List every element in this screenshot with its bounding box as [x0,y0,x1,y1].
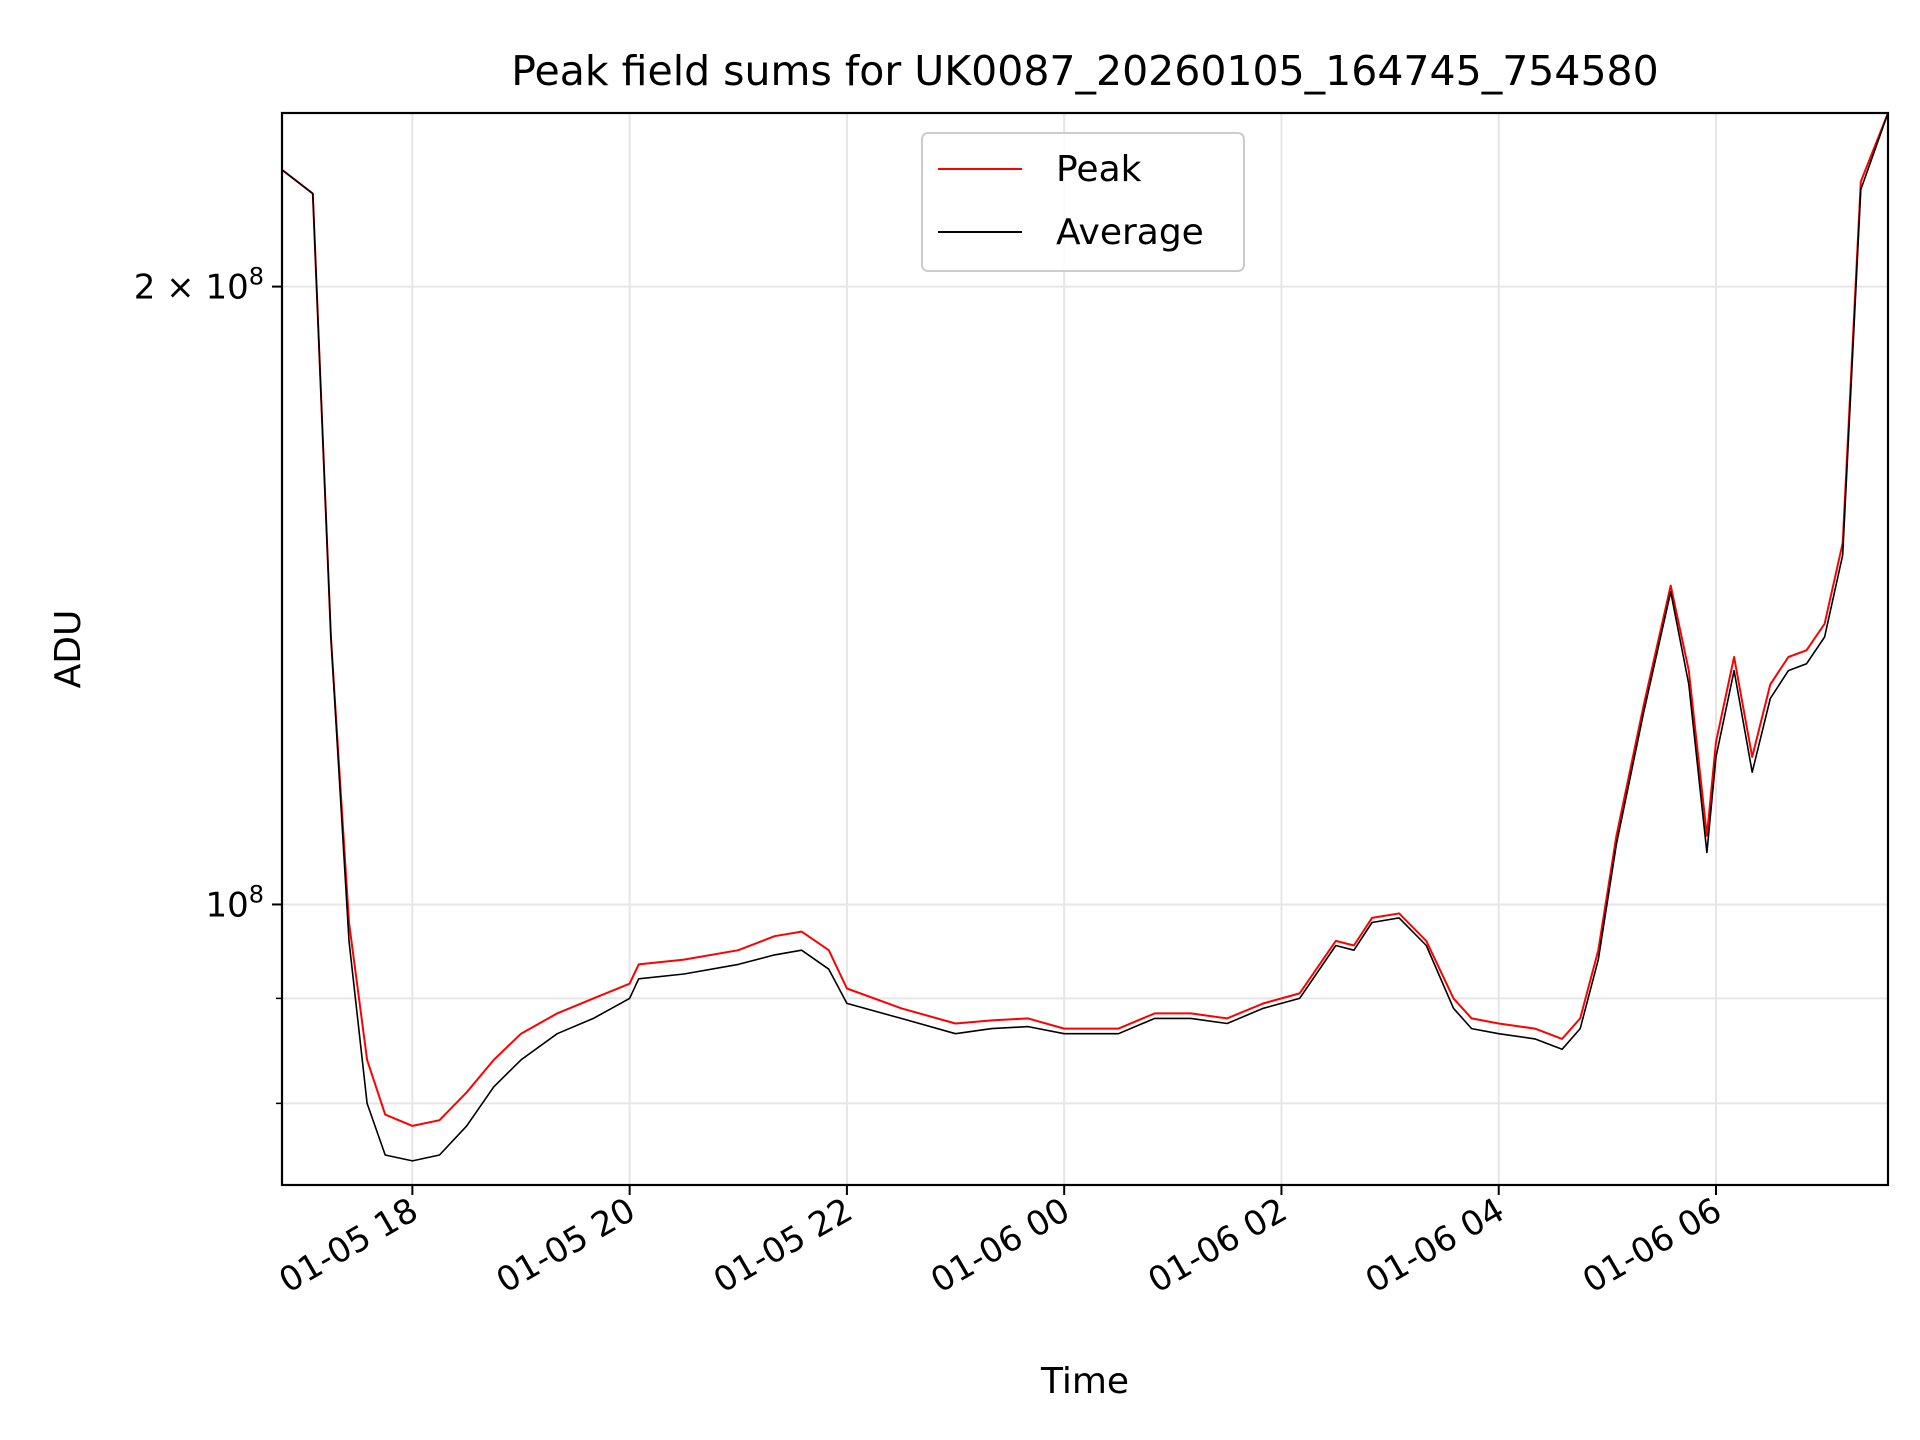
series-line-average [281,112,1889,1162]
y-tick-label: 108 [205,880,264,925]
chart-title: Peak field sums for UK0087_20260105_1647… [511,47,1658,95]
legend: Peak Average [921,132,1245,272]
series-line-peak [281,112,1889,1127]
legend-box [921,132,1245,272]
grid-lines [282,113,1888,1185]
y-axis-ticks: 108 2 × 108 [134,263,282,1105]
legend-peak-label: Peak [1056,149,1142,190]
plot-area [281,112,1889,1162]
y-axis-label: ADU [48,610,89,689]
y-tick-label: 2 × 108 [134,263,264,308]
axes-frame [280,111,1890,1187]
x-axis-label: Time [1040,1361,1129,1402]
legend-average-label: Average [1056,212,1204,253]
